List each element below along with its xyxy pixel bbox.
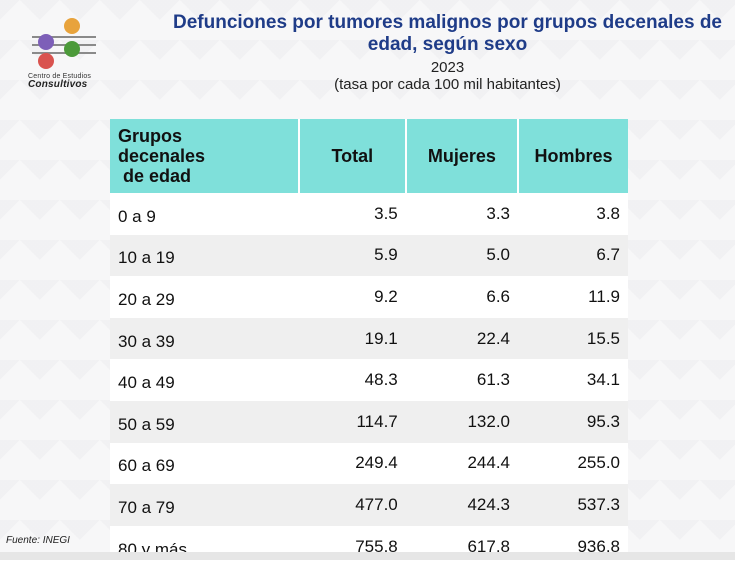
cell-grupo: 80 y más <box>110 525 299 567</box>
cell-total: 48.3 <box>298 359 406 401</box>
cell-mujeres: 3.3 <box>405 193 518 235</box>
cell-hombres: 3.8 <box>518 193 628 235</box>
cell-total: 114.7 <box>298 400 406 443</box>
cell-total: 249.4 <box>298 442 406 485</box>
column-header-grupos: Grupos decenales de edad <box>110 119 300 193</box>
logo-line <box>32 36 96 38</box>
logo-dot-purple <box>38 34 54 50</box>
logo-text-line2: Consultivos <box>28 79 88 90</box>
table-row: 40 a 49 48.3 61.3 34.1 <box>110 359 628 401</box>
logo-text: Centro de Estudios Consultivos <box>28 73 92 90</box>
cell-mujeres: 132.0 <box>405 400 518 443</box>
cell-mujeres: 22.4 <box>405 317 518 360</box>
table-row: 60 a 69 249.4 244.4 255.0 <box>110 442 628 485</box>
cell-grupo: 20 a 29 <box>110 276 299 318</box>
table-row: 20 a 29 9.2 6.6 11.9 <box>110 276 628 318</box>
cell-grupo: 70 a 79 <box>110 484 299 526</box>
table-header-row: Grupos decenales de edad Total Mujeres H… <box>110 119 628 193</box>
subtitle: (tasa por cada 100 mil habitantes) <box>334 76 561 93</box>
logo-dot-red <box>38 53 54 69</box>
cell-hombres: 34.1 <box>518 359 628 401</box>
cell-hombres: 936.8 <box>518 525 628 567</box>
table-row: 0 a 9 3.5 3.3 3.8 <box>110 193 628 235</box>
header-line: de edad <box>118 166 192 186</box>
table-row: 50 a 59 114.7 132.0 95.3 <box>110 400 628 443</box>
cell-grupo: 10 a 19 <box>110 234 299 277</box>
cell-total: 9.2 <box>298 276 406 318</box>
logo-text-line1: Centro de Estudios <box>28 73 92 80</box>
cell-mujeres: 61.3 <box>405 359 518 401</box>
table-row: 80 y más 755.8 617.8 936.8 <box>110 525 628 567</box>
cell-mujeres: 424.3 <box>405 484 518 526</box>
table-row: 30 a 39 19.1 22.4 15.5 <box>110 317 628 360</box>
cell-hombres: 6.7 <box>518 234 628 277</box>
cell-grupo: 60 a 69 <box>110 442 299 485</box>
cell-grupo: 50 a 59 <box>110 400 299 443</box>
logo-dot-orange <box>64 18 80 34</box>
header-line: decenales <box>118 146 206 166</box>
table-row: 10 a 19 5.9 5.0 6.7 <box>110 234 628 277</box>
cell-total: 3.5 <box>298 193 406 235</box>
cell-grupo: 0 a 9 <box>110 193 299 235</box>
column-header-hombres: Hombres <box>518 119 628 193</box>
cell-total: 5.9 <box>298 234 406 277</box>
cell-hombres: 11.9 <box>518 276 628 318</box>
cell-mujeres: 244.4 <box>405 442 518 485</box>
page-title: Defunciones por tumores malignos por gru… <box>173 12 722 55</box>
source-note: Fuente: INEGI <box>6 535 70 546</box>
column-header-mujeres: Mujeres <box>405 119 520 193</box>
cell-total: 755.8 <box>298 525 406 567</box>
cell-hombres: 95.3 <box>518 400 628 443</box>
logo-dot-green <box>64 41 80 57</box>
title-block: Defunciones por tumores malignos por gru… <box>160 12 735 93</box>
header-line: Grupos <box>118 126 183 146</box>
cell-hombres: 537.3 <box>518 484 628 526</box>
cell-mujeres: 5.0 <box>405 234 518 277</box>
cell-grupo: 30 a 39 <box>110 317 299 360</box>
table-row: 70 a 79 477.0 424.3 537.3 <box>110 484 628 526</box>
bottom-bar <box>0 552 735 560</box>
cell-hombres: 15.5 <box>518 317 628 360</box>
cell-total: 477.0 <box>298 484 406 526</box>
logo: Centro de Estudios Consultivos <box>22 14 102 94</box>
data-table: Grupos decenales de edad Total Mujeres H… <box>110 119 628 567</box>
cell-mujeres: 6.6 <box>405 276 518 318</box>
cell-mujeres: 617.8 <box>405 525 518 567</box>
year: 2023 <box>430 59 465 76</box>
cell-grupo: 40 a 49 <box>110 359 299 401</box>
cell-total: 19.1 <box>298 317 406 360</box>
column-header-total: Total <box>298 119 407 193</box>
cell-hombres: 255.0 <box>518 442 628 485</box>
